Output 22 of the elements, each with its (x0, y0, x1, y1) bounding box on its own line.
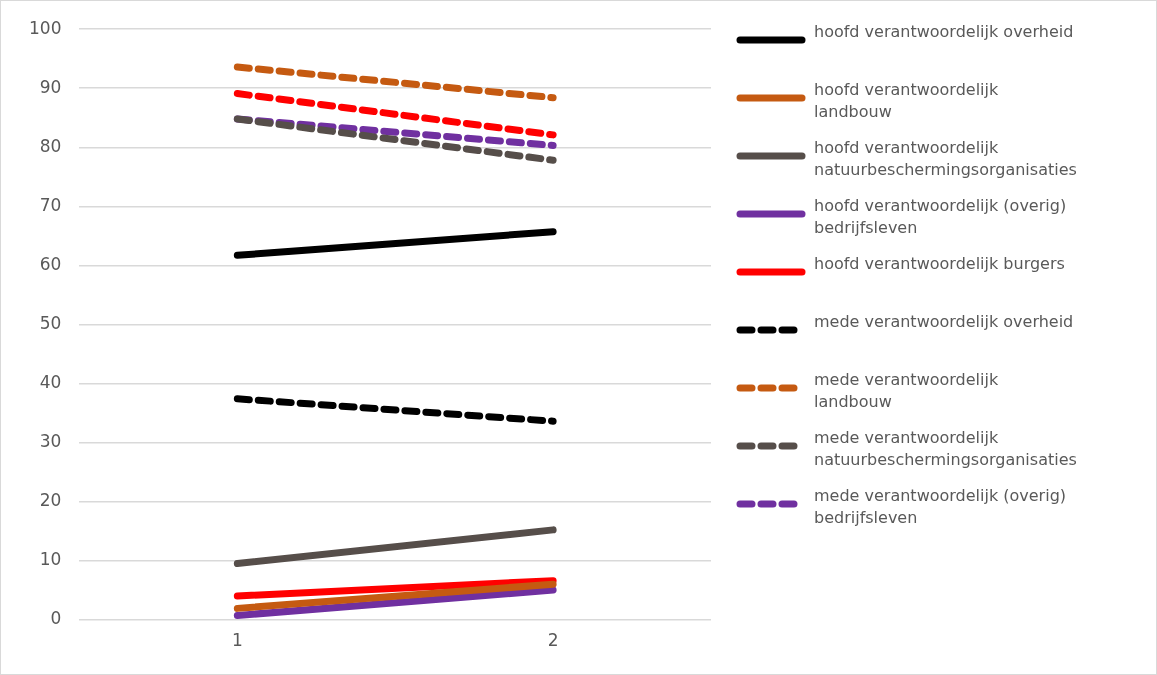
legend-label: hoofd verantwoordelijk burgers (814, 253, 1066, 275)
legend-label: hoofd verantwoordelijk (overig) bedrijfsleven (814, 195, 1068, 239)
legend-label: hoofd verantwoordelijk natuurbeschermingsorganisaties (814, 137, 1078, 181)
y-tick-label: 40 (39, 371, 62, 392)
legend-label: mede verantwoordelijk landbouw (814, 369, 1000, 413)
y-tick-label: 50 (39, 312, 62, 333)
y-tick-label: 80 (39, 135, 62, 156)
y-tick-label: 10 (39, 548, 62, 569)
y-tick-label: 0 (50, 608, 62, 629)
legend-label: hoofd verantwoordelijk landbouw (814, 79, 1000, 123)
y-tick-label: 30 (39, 430, 62, 451)
x-tick-label: 2 (547, 630, 559, 651)
legend-label: hoofd verantwoordelijk overheid (814, 21, 1075, 43)
x-tick-label: 1 (231, 630, 243, 651)
y-tick-label: 60 (39, 253, 62, 274)
y-tick-label: 100 (28, 17, 62, 38)
y-tick-label: 20 (39, 489, 62, 510)
legend-label: mede verantwoordelijk (overig) bedrijfsleven (814, 485, 1068, 529)
y-tick-label: 70 (39, 194, 62, 215)
y-tick-label: 90 (39, 76, 62, 97)
legend-label: mede verantwoordelijk overheid (814, 311, 1075, 333)
legend-label: mede verantwoordelijk natuurbeschermingsorganisaties (814, 427, 1078, 471)
